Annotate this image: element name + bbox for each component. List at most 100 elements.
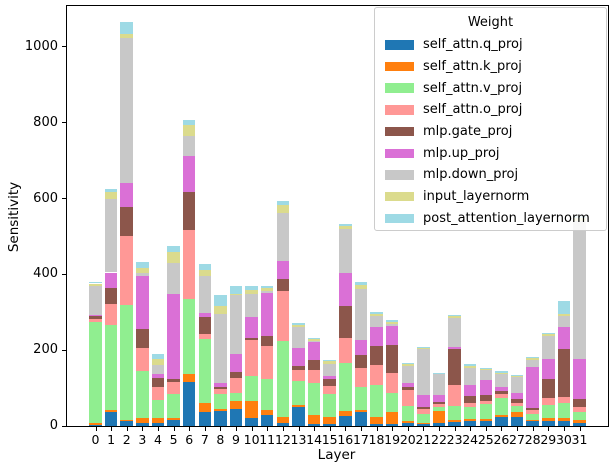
bar-19-input_layernorm [385, 321, 399, 325]
bar-28-self_attn.k_proj [526, 419, 539, 421]
bar-10-input_layernorm [245, 289, 258, 295]
bar-18-post_attention_layernorm [370, 311, 383, 314]
bar-25-self_attn.k_proj [479, 419, 493, 421]
bar-16-post_attention_layernorm [339, 223, 352, 227]
bar-18-self_attn.q_proj [370, 424, 383, 426]
x-tick-label: 20 [399, 432, 416, 447]
bar-11-mlp.down_proj [260, 291, 274, 293]
legend-label: input_layernorm [423, 189, 530, 205]
bar-18-mlp.up_proj [370, 327, 383, 346]
bar-2-self_attn.v_proj [120, 305, 133, 420]
bar-16-self_attn.o_proj [339, 337, 352, 363]
bar-26-self_attn.k_proj [495, 414, 508, 417]
y-tick [62, 198, 66, 200]
bar-28-post_attention_layernorm [526, 357, 539, 359]
bar-2-self_attn.k_proj [120, 419, 133, 422]
x-tick-label: 28 [524, 432, 541, 447]
legend-item: post_attention_layernorm [375, 208, 606, 230]
legend-label: self_attn.q_proj [423, 37, 523, 53]
bar-22-self_attn.q_proj [432, 423, 446, 426]
bar-11-input_layernorm [260, 287, 274, 292]
bar-29-self_attn.k_proj [542, 418, 555, 422]
bar-20-self_attn.o_proj [401, 389, 415, 407]
x-tick [485, 427, 487, 431]
bar-2-post_attention_layernorm [120, 22, 133, 35]
bar-13-self_attn.k_proj [292, 405, 305, 408]
x-tick-label: 17 [352, 432, 369, 447]
bar-30-mlp.down_proj [557, 315, 571, 327]
bar-9-post_attention_layernorm [229, 286, 243, 294]
bar-20-mlp.gate_proj [401, 386, 415, 390]
bar-29-self_attn.v_proj [542, 404, 555, 419]
bar-15-post_attention_layernorm [323, 359, 336, 362]
bar-4-self_attn.q_proj [151, 423, 165, 426]
x-tick [314, 427, 316, 431]
bar-13-self_attn.q_proj [292, 407, 305, 426]
y-tick-label: 600 [33, 190, 58, 206]
bar-16-mlp.down_proj [339, 228, 352, 273]
bar-4-mlp.gate_proj [151, 378, 165, 387]
legend-label: post_attention_layernorm [423, 210, 590, 226]
x-tick [376, 427, 378, 431]
bar-14-self_attn.o_proj [307, 369, 321, 383]
bar-23-self_attn.v_proj [448, 405, 461, 420]
bar-31-mlp.up_proj [573, 359, 586, 400]
bar-30-self_attn.o_proj [557, 397, 571, 404]
bar-13-mlp.up_proj [292, 347, 305, 366]
x-tick [360, 427, 362, 431]
bar-18-self_attn.k_proj [370, 417, 383, 425]
bar-12-self_attn.k_proj [276, 417, 290, 424]
bar-14-mlp.gate_proj [307, 360, 321, 370]
bar-6-self_attn.k_proj [182, 374, 196, 383]
bar-19-post_attention_layernorm [385, 320, 399, 322]
bar-6-self_attn.v_proj [182, 299, 196, 375]
x-tick [236, 427, 237, 431]
legend-swatch-icon [385, 191, 414, 202]
bar-21-mlp.gate_proj [417, 407, 430, 409]
x-tick [298, 427, 300, 431]
x-tick [501, 427, 503, 431]
x-tick-label: 8 [216, 432, 225, 447]
bar-8-self_attn.o_proj [214, 389, 227, 395]
x-tick [407, 427, 409, 431]
bar-23-mlp.down_proj [448, 317, 461, 348]
bar-10-self_attn.o_proj [245, 339, 258, 376]
bar-19-self_attn.v_proj [385, 393, 399, 412]
bar-1-self_attn.v_proj [104, 325, 118, 411]
legend-label: self_attn.v_proj [423, 80, 523, 96]
bar-24-input_layernorm [463, 365, 477, 368]
x-tick [345, 427, 347, 431]
bar-22-input_layernorm [432, 373, 446, 375]
bar-27-self_attn.o_proj [510, 403, 524, 406]
legend-label: self_attn.k_proj [423, 59, 522, 75]
bar-17-self_attn.q_proj [354, 412, 368, 426]
bar-23-mlp.gate_proj [448, 349, 461, 385]
x-tick-label: 18 [368, 432, 385, 447]
bar-8-self_attn.q_proj [214, 410, 227, 426]
bar-15-self_attn.q_proj [323, 424, 336, 426]
bar-5-mlp.up_proj [167, 294, 180, 380]
bar-30-mlp.up_proj [557, 326, 571, 350]
legend-item: mlp.gate_proj [375, 121, 606, 143]
bar-13-input_layernorm [292, 324, 305, 327]
bar-3-mlp.down_proj [136, 272, 149, 276]
bar-22-self_attn.v_proj [432, 406, 446, 411]
legend-swatch-icon [385, 105, 414, 115]
bar-15-mlp.up_proj [323, 376, 336, 380]
x-tick-label: 4 [154, 432, 162, 447]
x-tick-label: 19 [384, 432, 401, 447]
bar-10-self_attn.v_proj [245, 375, 258, 401]
bar-20-self_attn.q_proj [401, 423, 415, 426]
bar-16-self_attn.k_proj [339, 410, 352, 416]
bar-14-post_attention_layernorm [307, 337, 321, 339]
bar-8-mlp.down_proj [214, 314, 227, 384]
bar-11-self_attn.k_proj [260, 409, 274, 415]
bar-20-mlp.down_proj [401, 365, 415, 383]
x-tick-label: 27 [509, 432, 525, 447]
x-tick [204, 427, 206, 431]
bar-7-self_attn.v_proj [198, 339, 212, 403]
x-tick-label: 9 [232, 432, 240, 447]
bar-29-self_attn.q_proj [542, 421, 555, 426]
bar-13-mlp.down_proj [292, 326, 305, 348]
